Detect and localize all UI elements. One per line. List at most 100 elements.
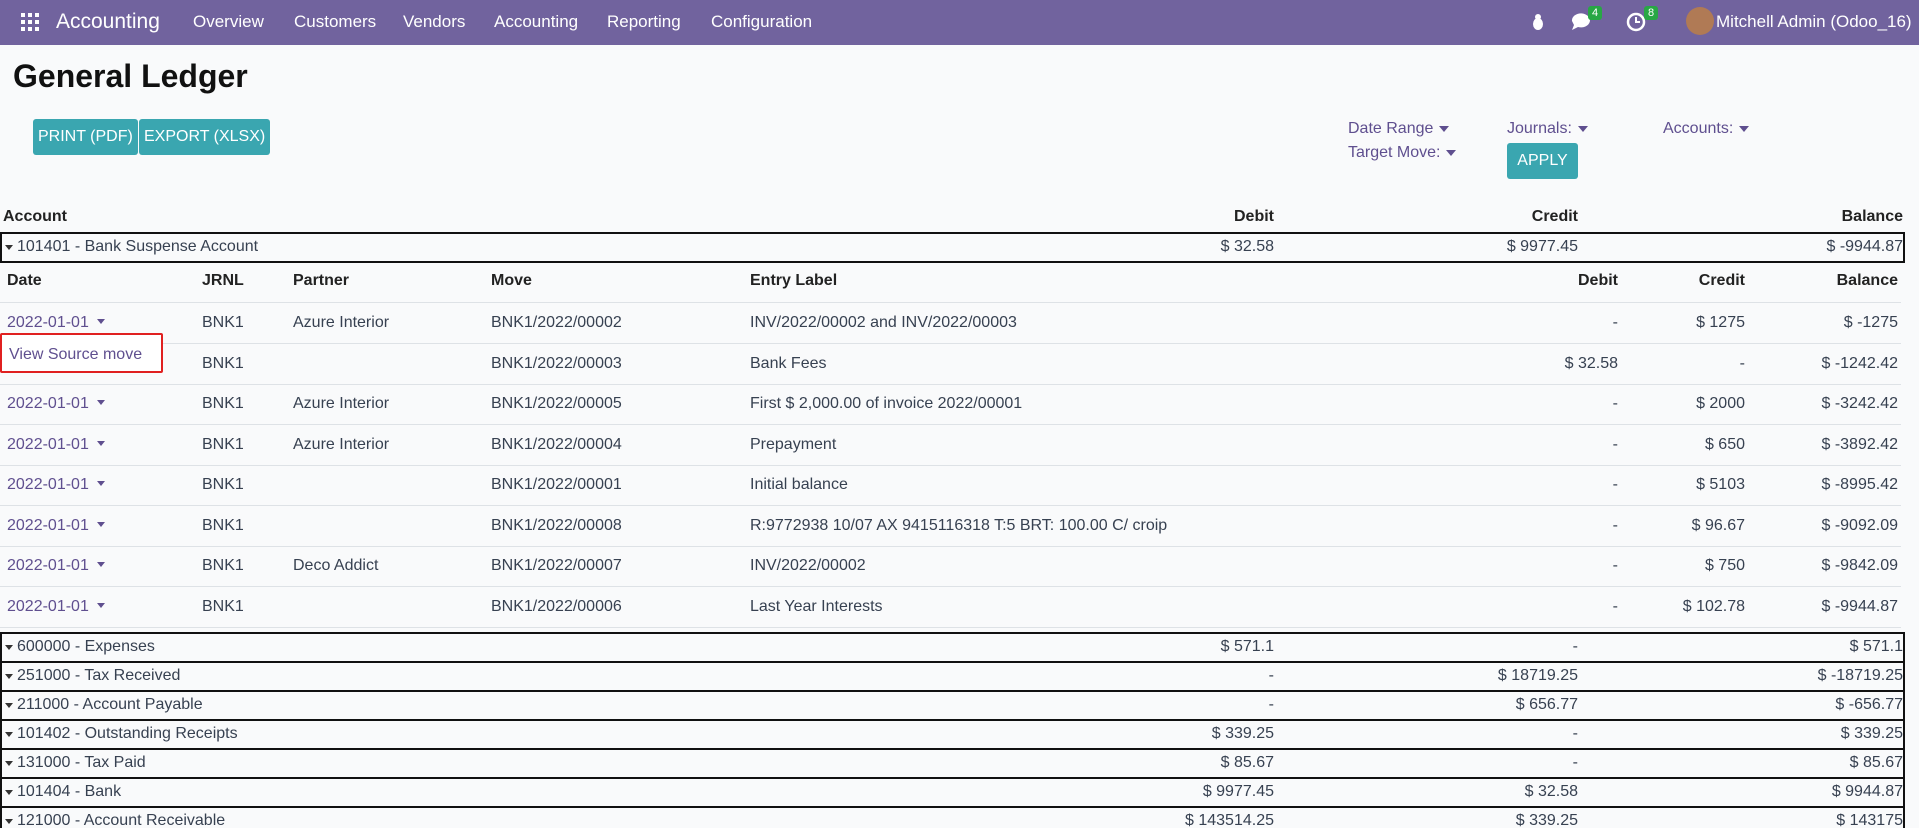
account-balance: $ 339.25 <box>1840 725 1903 742</box>
expand-caret <box>5 761 13 766</box>
column-header: Debit <box>1234 208 1274 225</box>
account-row[interactable]: 101401 - Bank Suspense Account $ 32.58 $ 9… <box>0 232 1905 263</box>
line-cell: $ -3242.42 <box>1821 395 1898 412</box>
account-row[interactable]: 251000 - Tax Received - $ 18719.25 $ -18719… <box>0 661 1905 692</box>
line-cell: BNK1 <box>202 516 244 534</box>
account-debit: - <box>1268 667 1274 684</box>
line-date[interactable]: 2022-01-01 <box>7 436 105 454</box>
debug-icon[interactable] <box>1530 13 1546 31</box>
line-cell: BNK1/2022/00007 <box>491 557 622 574</box>
action-button[interactable]: EXPORT (XLSX) <box>139 119 271 155</box>
date-caret[interactable] <box>96 440 105 446</box>
filter-label: Accounts: <box>1663 120 1734 137</box>
account-credit: $ 339.25 <box>1515 812 1578 828</box>
line-cell: $ -9944.87 <box>1821 597 1898 615</box>
detail-column-header: Partner <box>293 272 350 289</box>
menu-item[interactable]: Customers <box>294 12 377 31</box>
date-caret[interactable] <box>96 400 105 405</box>
expand-caret <box>5 245 13 250</box>
date-range-filter[interactable]: Date Range <box>1348 120 1449 138</box>
account-row[interactable]: 101404 - Bank $ 9977.45 $ 32.58 $ 9944.87 <box>0 777 1905 808</box>
account-name: 101402 - Outstanding Receipts <box>17 725 238 742</box>
messages-badge: 4 <box>1588 6 1603 20</box>
account-row[interactable]: 600000 - Expenses $ 571.1 - $ 571.1 <box>0 632 1905 663</box>
expand-caret <box>5 732 13 737</box>
row-separator <box>0 464 1901 466</box>
date-caret[interactable] <box>96 602 105 608</box>
menu-item[interactable]: Reporting <box>607 12 681 31</box>
user-name[interactable]: Mitchell Admin (Odoo_16) <box>1716 12 1912 31</box>
line-cell: Bank Fees <box>750 354 827 372</box>
account-debit: $ 85.67 <box>1220 754 1274 771</box>
activities-icon[interactable] <box>1626 12 1646 32</box>
line-cell: - <box>1612 597 1618 615</box>
account-credit: - <box>1572 725 1578 742</box>
line-cell: Initial balance <box>750 476 848 493</box>
menu-item[interactable]: Overview <box>193 12 264 31</box>
journals-filter[interactable]: Journals: <box>1507 120 1588 138</box>
expand-caret <box>5 703 13 708</box>
line-cell: INV/2022/00002 and INV/2022/00003 <box>750 314 1017 331</box>
account-balance: $ 571.1 <box>1849 638 1903 655</box>
menu-item[interactable]: Configuration <box>711 12 813 31</box>
target-move-filter[interactable]: Target Move: <box>1348 144 1456 162</box>
app-name[interactable]: Accounting <box>56 10 160 33</box>
line-cell: BNK1/2022/00008 <box>491 516 622 534</box>
line-cell: First $ 2,000.00 of invoice 2022/00001 <box>750 395 1023 412</box>
view-source-popup[interactable]: View Source move <box>0 333 163 373</box>
account-credit: $ 656.77 <box>1515 696 1578 713</box>
row-separator <box>0 586 1901 587</box>
date-caret[interactable] <box>96 319 105 324</box>
account-row[interactable]: 121000 - Account Receivable $ 143514.25 $ … <box>0 806 1905 828</box>
apply-button[interactable]: APPLY <box>1507 143 1578 179</box>
account-name: 211000 - Account Payable <box>17 696 203 713</box>
account-row[interactable]: 101402 - Outstanding Receipts $ 339.25 - $ … <box>0 719 1905 750</box>
date-caret[interactable] <box>96 521 105 527</box>
line-date[interactable]: 2022-01-01 <box>7 517 105 535</box>
detail-column-header: Credit <box>1698 272 1745 289</box>
account-credit: $ 32.58 <box>1524 783 1578 800</box>
navbar: Accounting Mitchell Admin (Odoo_16) Over… <box>0 0 1919 45</box>
line-cell: R:9772938 10/07 AX 9415116318 T:5 BRT: 1… <box>750 516 1168 534</box>
expand-caret <box>5 790 13 795</box>
line-date[interactable]: 2022-01-01 <box>7 314 105 332</box>
filter-label: Target Move: <box>1348 144 1441 161</box>
date-caret[interactable] <box>96 481 105 486</box>
line-cell: Deco Addict <box>293 557 379 574</box>
avatar[interactable] <box>1686 7 1714 35</box>
line-cell: - <box>1612 557 1618 574</box>
menu-item[interactable]: Accounting <box>494 12 579 31</box>
line-cell: $ 32.58 <box>1564 354 1618 372</box>
accounts-filter[interactable]: Accounts: <box>1663 120 1749 138</box>
line-cell: $ -3892.42 <box>1821 435 1898 453</box>
line-cell: BNK1/2022/00001 <box>491 476 622 493</box>
line-cell: - <box>1612 395 1618 412</box>
line-cell: $ -1275 <box>1843 314 1898 331</box>
menu-item[interactable]: Vendors <box>403 12 466 31</box>
account-row[interactable]: 131000 - Tax Paid $ 85.67 - $ 85.67 <box>0 748 1905 779</box>
detail-column-header: JRNL <box>202 272 244 289</box>
detail-column-header: Date <box>7 272 42 289</box>
line-date[interactable]: 2022-01-01 <box>7 476 105 494</box>
row-separator <box>0 383 1901 385</box>
line-cell: - <box>1612 476 1618 493</box>
line-cell: $ -8995.42 <box>1821 476 1898 493</box>
line-cell: Last Year Interests <box>750 597 883 615</box>
row-separator <box>0 302 1901 303</box>
filter-label: Date Range <box>1348 120 1434 137</box>
line-cell: $ 1275 <box>1696 314 1745 331</box>
line-date[interactable]: 2022-01-01 <box>7 557 105 575</box>
action-button[interactable]: PRINT (PDF) <box>33 119 138 155</box>
account-credit: - <box>1572 754 1578 771</box>
line-cell: BNK1/2022/00003 <box>491 354 622 372</box>
line-cell: Prepayment <box>750 435 837 453</box>
date-caret[interactable] <box>96 562 105 567</box>
messages-icon[interactable] <box>1570 13 1592 31</box>
account-row[interactable]: 211000 - Account Payable - $ 656.77 $ -656.… <box>0 690 1905 721</box>
account-debit: $ 32.58 <box>1220 238 1274 255</box>
apps-icon[interactable] <box>21 13 39 31</box>
line-cell: INV/2022/00002 <box>750 557 866 574</box>
account-credit: $ 9977.45 <box>1506 238 1578 255</box>
line-date[interactable]: 2022-01-01 <box>7 598 105 616</box>
line-date[interactable]: 2022-01-01 <box>7 395 105 413</box>
